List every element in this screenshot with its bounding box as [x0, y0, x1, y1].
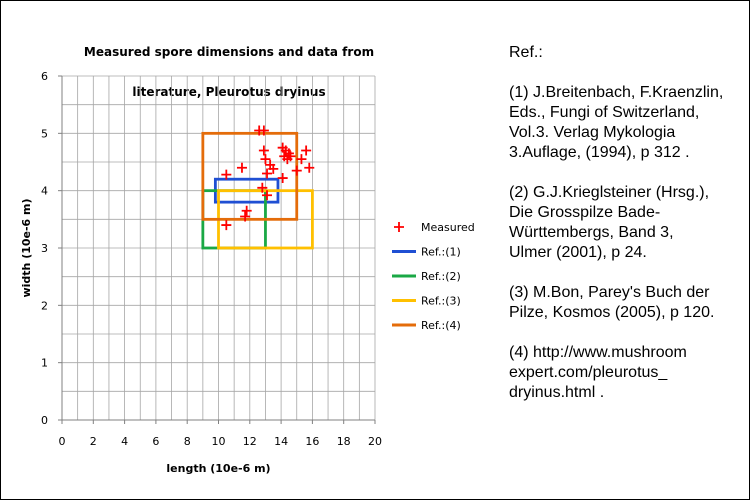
- x-tick-label: 4: [121, 435, 128, 448]
- legend-label: Ref.:(3): [421, 295, 461, 308]
- measured-point: [221, 169, 232, 180]
- reference-item-2: (2) G.J.Krieglsteiner (Hrsg.), Die Gross…: [509, 184, 710, 261]
- measured-point: [241, 205, 252, 216]
- x-tick-label: 14: [274, 435, 288, 448]
- measured-point: [301, 145, 312, 156]
- measured-point: [291, 165, 302, 176]
- measured-point: [257, 182, 268, 193]
- x-tick-label: 10: [212, 435, 226, 448]
- measured-point: [262, 168, 273, 179]
- x-tick-label: 20: [368, 435, 382, 448]
- y-axis-label: width (10e-6 m): [20, 198, 33, 297]
- x-tick-label: 18: [337, 435, 351, 448]
- chart-title-line-1: Measured spore dimensions and data from: [83, 45, 375, 59]
- x-tick-label: 0: [59, 435, 66, 448]
- chart-title-line-2: literature, Pleurotus dryinus: [132, 85, 326, 99]
- y-tick-label: 3: [41, 242, 48, 255]
- y-tick-label: 5: [41, 127, 48, 140]
- measured-point: [304, 162, 315, 173]
- legend-label: Ref.:(1): [421, 246, 461, 259]
- y-tick-label: 2: [41, 299, 48, 312]
- ref-rect-4: [201, 131, 299, 221]
- reference-item-3: (3) M.Bon, Parey's Buch der Pilze, Kosmo…: [509, 284, 715, 321]
- measured-point: [277, 173, 288, 184]
- measured-point: [258, 145, 269, 156]
- references-panel: Ref.: (1) J.Breitenbach, F.Kraenzlin, Ed…: [509, 43, 745, 423]
- x-tick-label: 12: [243, 435, 257, 448]
- y-tick-label: 0: [41, 414, 48, 427]
- measured-point: [296, 154, 307, 165]
- legend-label: Ref.:(4): [421, 319, 461, 332]
- x-tick-label: 2: [90, 435, 97, 448]
- measured-point: [282, 154, 293, 165]
- measured-point: [240, 211, 251, 222]
- x-tick-label: 6: [152, 435, 159, 448]
- y-tick-label: 4: [41, 185, 48, 198]
- legend-label: Measured: [421, 221, 475, 234]
- measured-point: [258, 125, 269, 136]
- measured-point: [236, 162, 247, 173]
- measured-point: [221, 220, 232, 231]
- measured-point: [260, 154, 271, 165]
- y-tick-label: 6: [41, 70, 48, 83]
- x-axis-label: length (10e-6 m): [166, 462, 270, 475]
- measured-point: [268, 163, 279, 174]
- reference-item-4: (4) http://www.mushroom expert.com/pleur…: [509, 344, 687, 401]
- legend-label: Ref.:(2): [421, 270, 461, 283]
- x-tick-label: 16: [305, 435, 319, 448]
- x-tick-label: 8: [184, 435, 191, 448]
- references-title: Ref.:: [509, 44, 543, 61]
- measured-point: [262, 190, 273, 201]
- chart-title: Measured spore dimensions and data from …: [64, 22, 394, 122]
- y-tick-label: 1: [41, 357, 48, 370]
- legend-marker-measured: [394, 222, 404, 232]
- reference-item-1: (1) J.Breitenbach, F.Kraenzlin, Eds., Fu…: [509, 84, 724, 161]
